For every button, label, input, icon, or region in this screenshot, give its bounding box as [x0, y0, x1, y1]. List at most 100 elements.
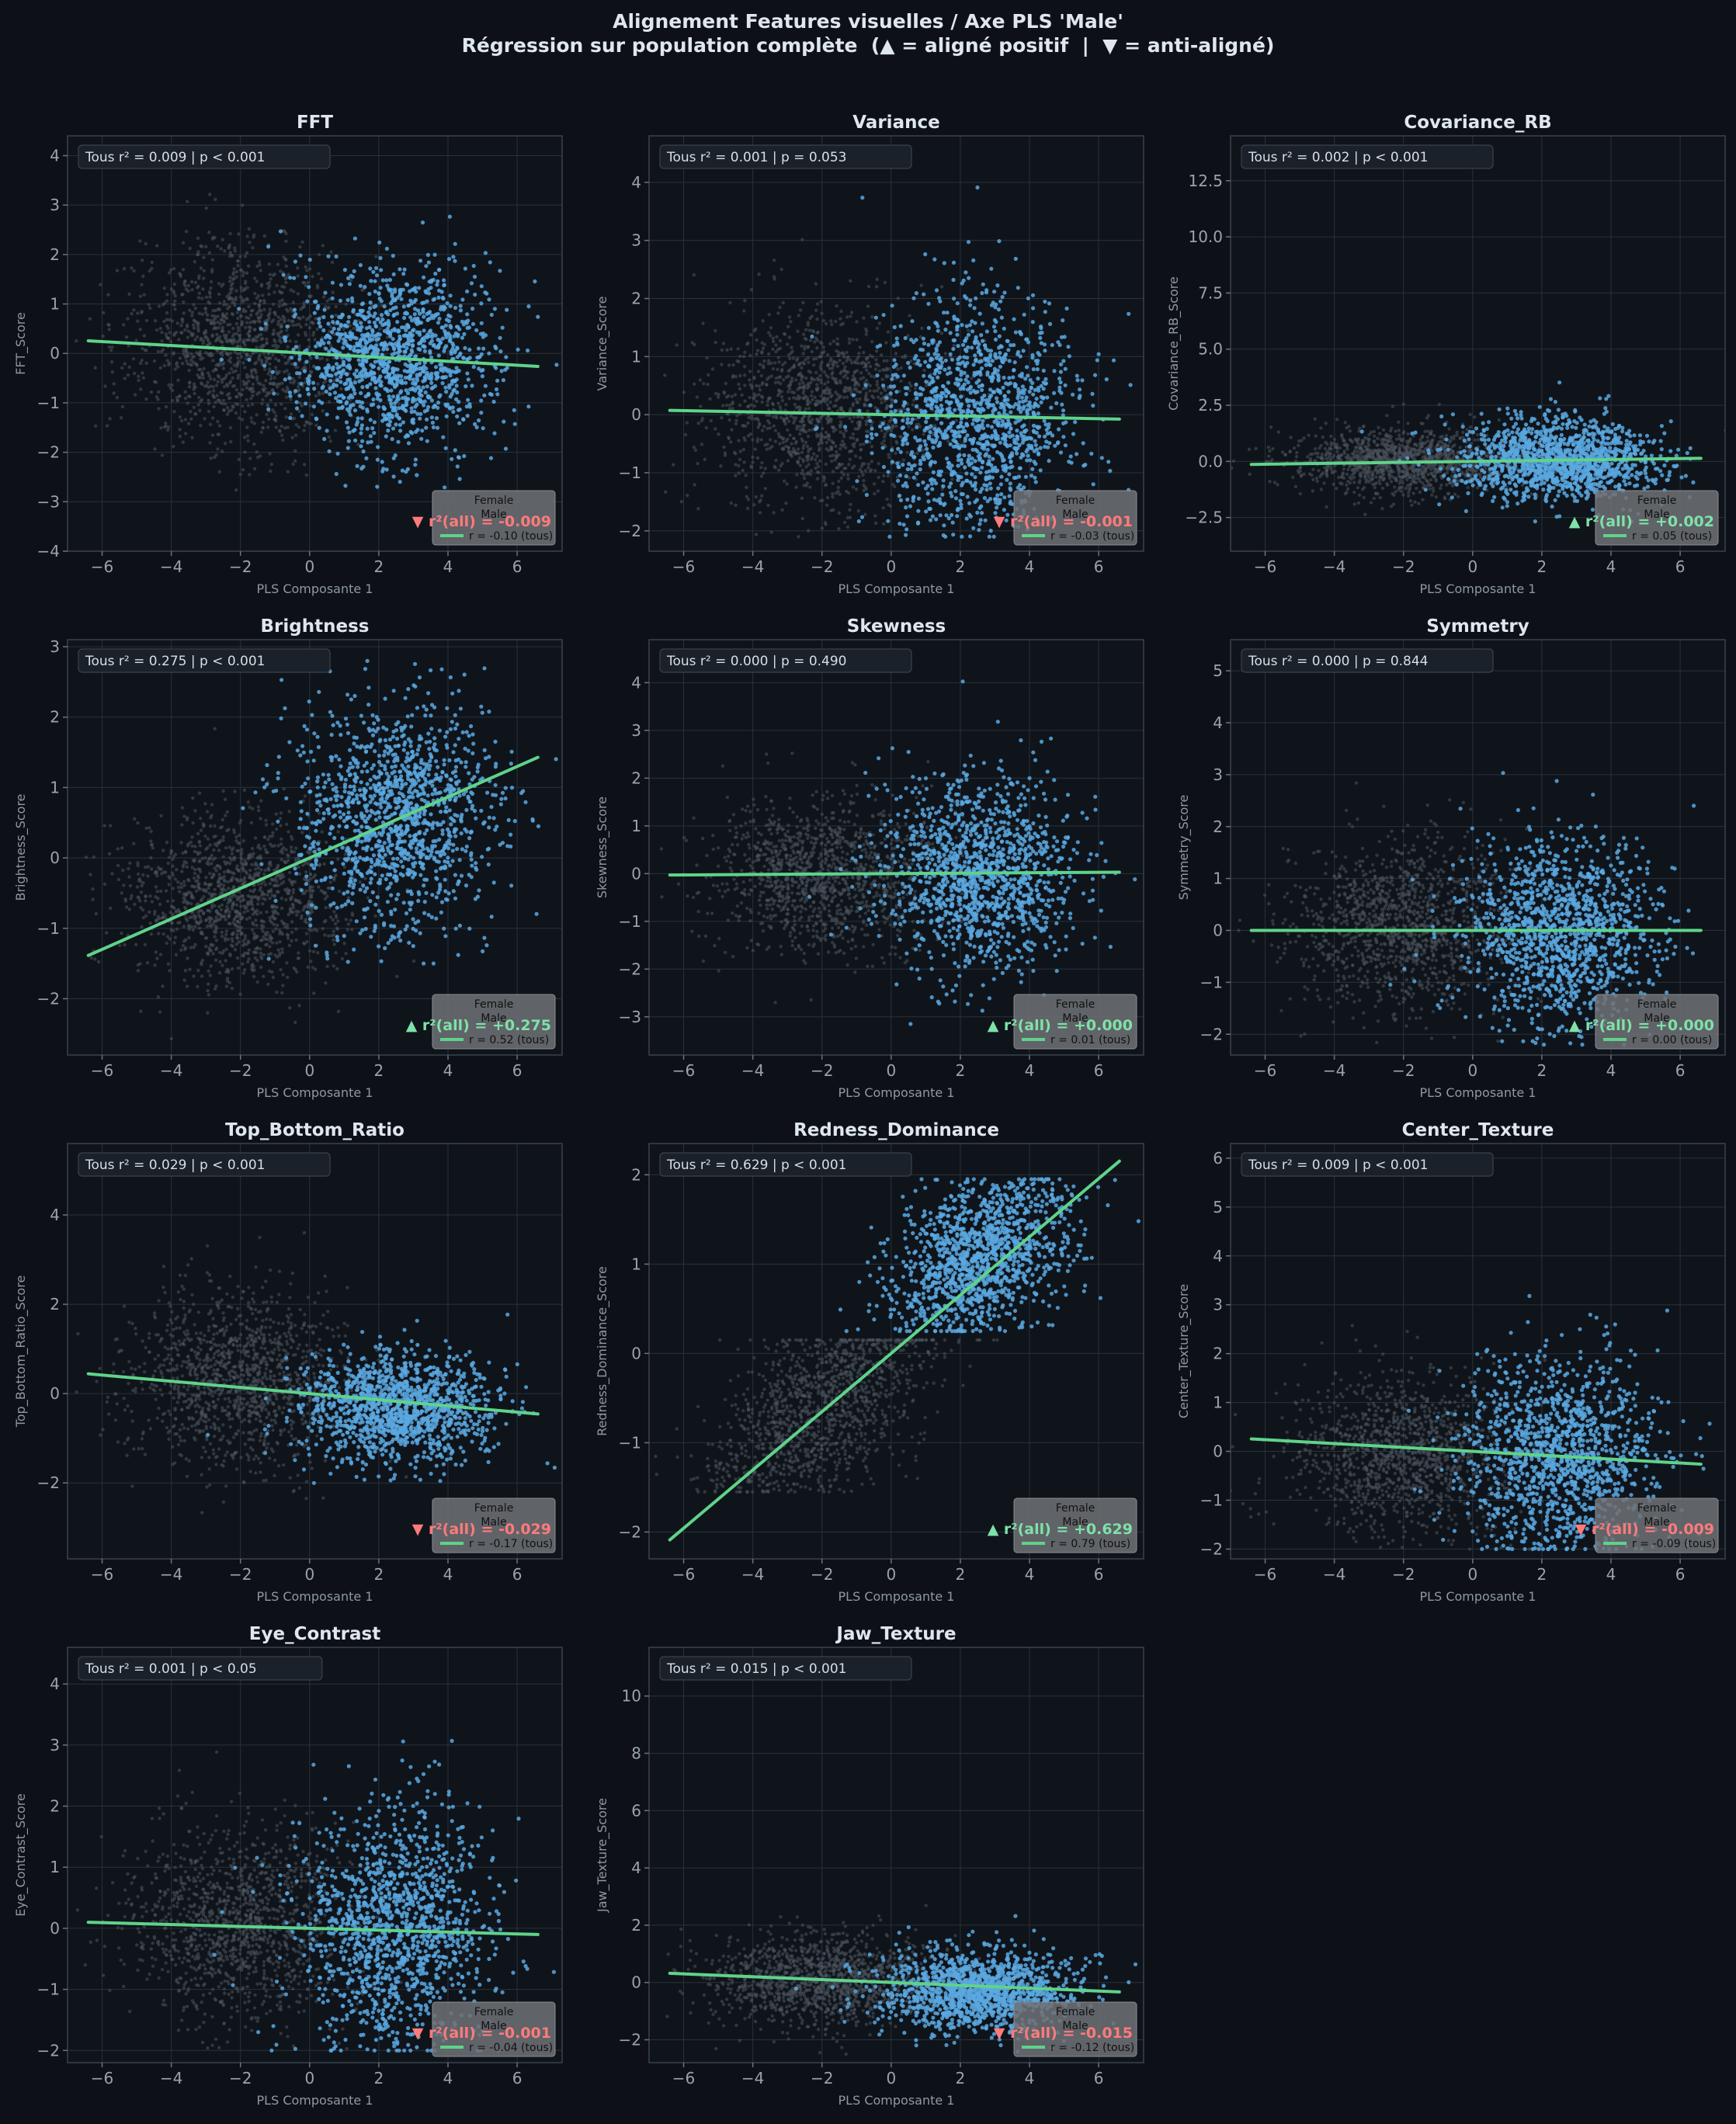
- female-point: [267, 316, 271, 321]
- female-point: [378, 327, 382, 331]
- female-point: [141, 274, 145, 278]
- male-point: [1007, 404, 1012, 408]
- female-point: [752, 397, 756, 401]
- male-point: [981, 282, 985, 286]
- female-point: [815, 302, 820, 306]
- male-point: [968, 480, 973, 485]
- male-point: [375, 457, 380, 462]
- female-point: [742, 373, 747, 377]
- female-point: [845, 356, 849, 360]
- female-point: [169, 287, 173, 291]
- female-point: [750, 417, 754, 421]
- female-point: [259, 269, 262, 272]
- female-point: [144, 318, 149, 323]
- female-point: [227, 254, 232, 259]
- female-point: [182, 311, 186, 315]
- male-point: [436, 374, 440, 379]
- male-point: [351, 307, 356, 312]
- female-point: [303, 365, 307, 369]
- male-point: [466, 377, 470, 382]
- male-point: [348, 412, 352, 417]
- female-point: [819, 436, 824, 439]
- female-point: [195, 335, 200, 339]
- female-point: [193, 260, 196, 264]
- female-point: [245, 271, 249, 275]
- female-point: [250, 375, 254, 380]
- female-point: [297, 344, 301, 348]
- female-point: [214, 197, 217, 201]
- female-point: [165, 293, 169, 297]
- female-point: [883, 432, 887, 436]
- male-point: [451, 356, 456, 361]
- female-point: [187, 368, 191, 373]
- female-point: [280, 284, 284, 289]
- female-point: [683, 432, 688, 437]
- male-point: [371, 397, 376, 402]
- female-point: [127, 344, 130, 348]
- female-point: [745, 495, 748, 498]
- female-point: [786, 449, 791, 453]
- female-point: [798, 386, 802, 390]
- female-point: [220, 238, 224, 241]
- male-point: [1099, 456, 1104, 460]
- male-point: [908, 421, 913, 425]
- female-point: [921, 448, 925, 453]
- female-point: [752, 503, 756, 507]
- female-point: [794, 485, 798, 489]
- female-point: [348, 324, 352, 328]
- female-point: [781, 300, 785, 305]
- male-point: [352, 408, 358, 413]
- female-point: [709, 418, 713, 423]
- male-point: [294, 400, 299, 404]
- female-point: [296, 292, 300, 296]
- male-point: [1001, 385, 1005, 390]
- female-point: [836, 485, 841, 490]
- male-point: [363, 374, 368, 379]
- female-point: [171, 388, 175, 393]
- female-point: [321, 409, 325, 413]
- female-point: [293, 459, 297, 463]
- male-point: [425, 417, 429, 422]
- female-point: [743, 350, 747, 354]
- female-point: [257, 333, 261, 337]
- male-point: [401, 304, 406, 309]
- female-point: [814, 370, 818, 375]
- male-point: [388, 308, 393, 313]
- female-point: [758, 500, 762, 504]
- male-point: [1060, 402, 1064, 407]
- female-point: [196, 250, 200, 254]
- female-point: [845, 489, 849, 494]
- female-point: [266, 390, 269, 395]
- male-point: [336, 406, 341, 411]
- female-point: [885, 359, 889, 363]
- female-point: [134, 338, 138, 342]
- female-point: [755, 338, 759, 342]
- female-point: [297, 387, 301, 392]
- female-point: [130, 312, 134, 316]
- female-point: [203, 417, 207, 421]
- male-point: [328, 392, 332, 397]
- female-point: [101, 334, 105, 338]
- male-point: [352, 428, 357, 432]
- male-point: [1037, 434, 1042, 439]
- female-point: [150, 266, 154, 271]
- female-point: [752, 392, 756, 396]
- male-point: [948, 442, 953, 446]
- male-point: [393, 366, 398, 371]
- male-point: [997, 239, 1002, 244]
- female-point: [873, 367, 878, 371]
- male-point: [450, 405, 455, 410]
- female-point: [706, 382, 710, 387]
- female-point: [285, 395, 289, 399]
- female-point: [222, 384, 227, 389]
- female-point: [193, 411, 198, 416]
- male-point: [910, 449, 915, 454]
- female-point: [868, 440, 872, 444]
- male-point: [420, 429, 425, 433]
- female-point: [826, 421, 830, 425]
- female-point: [206, 318, 210, 322]
- male-point: [287, 376, 292, 380]
- male-point: [889, 404, 894, 408]
- female-point: [248, 456, 252, 460]
